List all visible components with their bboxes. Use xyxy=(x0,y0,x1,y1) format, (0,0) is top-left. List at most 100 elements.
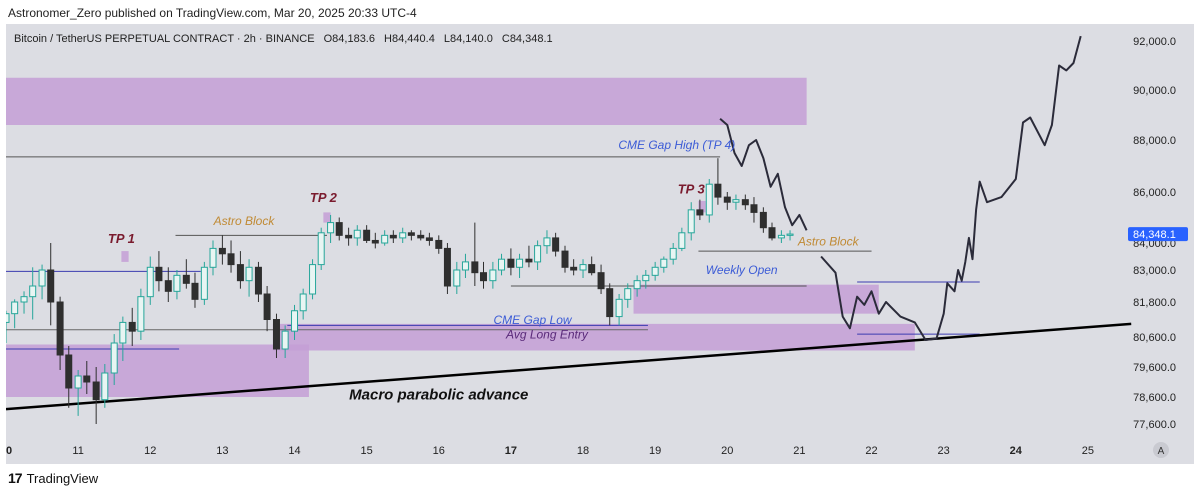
auto-scale-button[interactable] xyxy=(1153,442,1169,458)
brand-label[interactable]: TradingView xyxy=(26,470,99,486)
candle-body xyxy=(164,280,172,292)
x-tick-label: 23 xyxy=(938,445,950,457)
candle-body xyxy=(534,245,542,263)
trendline-layer xyxy=(5,322,1132,411)
x-tick-label: 21 xyxy=(793,445,805,457)
annotation-purple: Avg Long Entry xyxy=(505,328,589,342)
x-tick-label: 15 xyxy=(361,445,373,457)
candle-body xyxy=(291,310,299,332)
candle-body xyxy=(443,247,451,287)
y-tick-label: 86,000.0 xyxy=(1133,187,1176,199)
candle-body xyxy=(263,293,271,320)
candle-body xyxy=(146,266,154,298)
candle-body xyxy=(732,199,740,203)
annotation-tp: TP 1 xyxy=(108,231,135,246)
candle-body xyxy=(588,264,596,274)
candle-body xyxy=(281,330,289,350)
x-tick-label: 20 xyxy=(721,445,733,457)
candle-body xyxy=(345,234,353,239)
candle-body xyxy=(20,296,28,303)
candle-body xyxy=(615,298,623,318)
annotation-orange: Astro Block xyxy=(797,235,860,249)
candle-body xyxy=(498,258,506,271)
candle-body xyxy=(516,258,524,268)
candle-body xyxy=(101,372,109,401)
candle-body xyxy=(363,229,371,241)
x-tick-label: 17 xyxy=(505,445,517,457)
auto-scale-label[interactable]: A xyxy=(1158,446,1165,457)
candle-body xyxy=(327,222,335,234)
candle-body xyxy=(47,269,55,303)
candle-body xyxy=(543,237,551,247)
candle-body xyxy=(299,293,307,312)
candle-body xyxy=(309,264,317,295)
x-tick-label: 10 xyxy=(6,445,12,457)
candle-body xyxy=(525,258,533,263)
projection-path-2 xyxy=(820,35,1082,341)
annotation-tp: TP 2 xyxy=(310,190,338,205)
x-tick-label: 22 xyxy=(865,445,877,457)
candle-body xyxy=(407,232,415,236)
supply-demand-zone xyxy=(272,323,915,351)
time-axis[interactable]: 10 11 12 13 14 15 16 17 18 19 20 21 22 23 24 25 xyxy=(0,445,1094,457)
ohlc-high: H84,440.4 xyxy=(384,33,435,45)
candle-body xyxy=(777,234,785,239)
candle-body xyxy=(507,258,515,268)
symbol-title: Bitcoin / TetherUS PERPETUAL CONTRACT · … xyxy=(14,33,315,45)
tradingview-logo-icon[interactable]: 17 xyxy=(8,470,23,486)
candle-body xyxy=(471,261,479,274)
candle-body xyxy=(128,321,136,332)
candle-body xyxy=(29,285,37,298)
x-tick-label: 12 xyxy=(144,445,156,457)
supply-demand-zone xyxy=(121,251,129,262)
x-tick-label: 11 xyxy=(72,445,83,457)
candle-body xyxy=(435,239,443,249)
y-tick-label: 83,000.0 xyxy=(1133,265,1176,277)
annotation-blue: CME Gap High (TP 4) xyxy=(618,138,735,152)
candle-body xyxy=(110,342,118,374)
candle-body xyxy=(218,247,226,255)
candle-body xyxy=(317,232,325,266)
candle-body xyxy=(741,199,749,206)
candle-body xyxy=(561,250,569,268)
level-layer xyxy=(6,156,980,350)
macro-trendline xyxy=(5,322,1132,411)
candle-body xyxy=(137,296,145,332)
candle-body xyxy=(750,204,758,213)
price-axis[interactable]: 92,000.090,000.088,000.086,000.084,000.0… xyxy=(1133,36,1176,431)
candle-body xyxy=(633,280,641,290)
y-tick-label: 81,800.0 xyxy=(1133,297,1176,309)
y-tick-label: 78,600.0 xyxy=(1133,392,1176,404)
footer: 17 TradingView xyxy=(8,470,98,486)
annotation-tp: TP 3 xyxy=(678,181,706,196)
candle-body xyxy=(461,261,469,271)
candle-body xyxy=(371,239,379,244)
candle-body xyxy=(696,209,704,216)
candle-body xyxy=(236,264,244,282)
candle-body xyxy=(65,354,73,389)
annotation-layer: TP 1 TP 2 TP 3 Astro Block CME Gap High (TP … xyxy=(108,138,860,404)
x-tick-label: 14 xyxy=(288,445,300,457)
candle-body xyxy=(425,237,433,241)
supply-demand-zone xyxy=(6,344,309,397)
ohlc-open: O84,183.6 xyxy=(324,33,375,45)
x-tick-label: 16 xyxy=(433,445,445,457)
candle-body xyxy=(759,211,767,229)
y-tick-label: 79,600.0 xyxy=(1133,362,1176,374)
candle-body xyxy=(723,196,731,203)
candle-body xyxy=(570,266,578,271)
symbol-line: Bitcoin / TetherUS PERPETUAL CONTRACT · … xyxy=(14,33,553,45)
x-tick-label: 19 xyxy=(649,445,661,457)
price-chart[interactable]: TP 1 TP 2 TP 3 Astro Block CME Gap High (TP … xyxy=(0,24,1194,464)
candle-body xyxy=(335,222,343,236)
candle-body xyxy=(479,272,487,282)
chart-area[interactable]: TP 1 TP 2 TP 3 Astro Block CME Gap High (TP … xyxy=(0,24,1194,464)
candle-body xyxy=(254,266,262,295)
candle-body xyxy=(83,375,91,383)
y-tick-label: 88,000.0 xyxy=(1133,135,1176,147)
y-tick-label: 77,600.0 xyxy=(1133,419,1176,431)
candle-body xyxy=(191,282,199,300)
candle-body xyxy=(173,274,181,292)
candle-body xyxy=(768,227,776,239)
candle-body xyxy=(453,269,461,287)
